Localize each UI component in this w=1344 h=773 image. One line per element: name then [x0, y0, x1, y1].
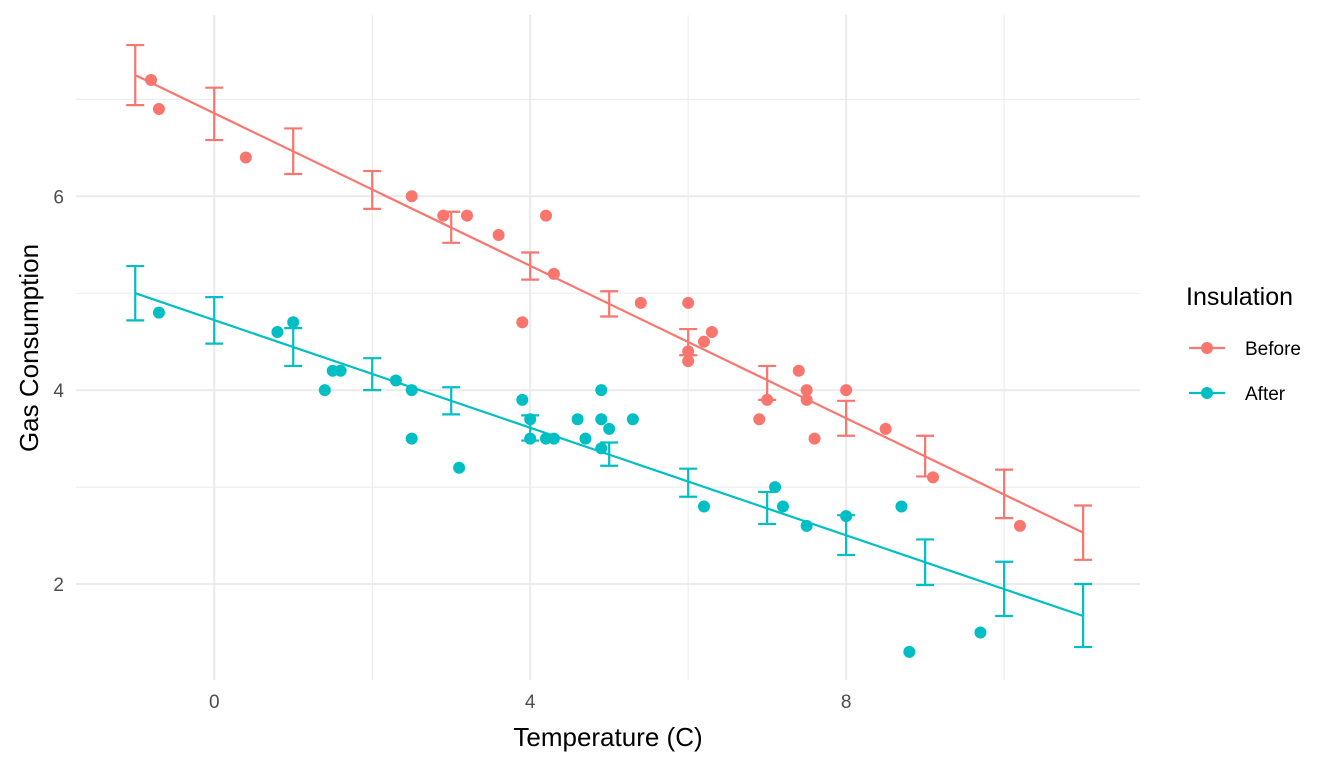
- x-tick-label: 8: [841, 692, 852, 713]
- error-bar: [284, 327, 303, 368]
- data-point: [769, 481, 782, 494]
- data-point: [808, 432, 821, 445]
- plot-marks: [126, 43, 1093, 658]
- data-point: [334, 364, 347, 377]
- error-bar: [205, 295, 224, 345]
- error-bar: [995, 468, 1014, 520]
- data-point: [697, 500, 710, 513]
- error-bar: [442, 210, 461, 244]
- data-point: [595, 384, 608, 397]
- axes: 0 4 8 2 4 6: [53, 187, 851, 713]
- error-bar: [916, 434, 935, 478]
- error-bar: [363, 169, 382, 210]
- error-bar: [442, 386, 461, 416]
- data-point: [539, 209, 552, 222]
- legend-title: Insulation: [1186, 283, 1293, 311]
- data-point: [152, 306, 165, 319]
- data-point: [287, 316, 300, 329]
- error-bar: [758, 364, 777, 401]
- data-point: [405, 432, 418, 445]
- error-bar: [679, 467, 698, 498]
- error-bar: [995, 560, 1014, 618]
- data-point: [595, 413, 608, 426]
- data-point: [974, 626, 987, 639]
- data-point: [626, 413, 639, 426]
- series-after: [126, 264, 1093, 658]
- error-bar: [1074, 582, 1093, 649]
- data-point: [895, 500, 908, 513]
- data-point: [579, 432, 592, 445]
- data-point: [271, 325, 284, 338]
- error-bar: [916, 538, 935, 587]
- data-point: [603, 422, 616, 435]
- data-point: [800, 384, 813, 397]
- data-point: [318, 384, 331, 397]
- data-point: [145, 73, 158, 86]
- error-bar: [1074, 504, 1093, 561]
- x-tick-label: 4: [525, 692, 536, 713]
- legend-label: Before: [1245, 339, 1301, 360]
- data-point: [405, 190, 418, 203]
- error-bar: [600, 290, 619, 318]
- y-axis-label: Gas Consumption: [14, 244, 44, 452]
- data-point: [634, 296, 647, 309]
- data-point: [571, 413, 584, 426]
- data-point: [516, 393, 529, 406]
- y-tick-label: 6: [53, 187, 64, 208]
- x-axis-label: Temperature (C): [513, 722, 702, 752]
- data-point: [516, 316, 529, 329]
- x-tick-label: 0: [209, 692, 220, 713]
- legend-label: After: [1245, 384, 1286, 405]
- data-point: [461, 209, 474, 222]
- data-point: [792, 364, 805, 377]
- y-tick-label: 2: [53, 575, 64, 596]
- error-bar: [521, 251, 540, 281]
- error-bar: [837, 399, 856, 437]
- data-point: [453, 461, 466, 474]
- legend-key-point: [1201, 387, 1213, 399]
- data-point: [239, 151, 252, 164]
- error-bar: [837, 514, 856, 557]
- error-bar: [126, 43, 145, 107]
- error-bar: [363, 357, 382, 392]
- error-bar: [205, 86, 224, 142]
- data-point: [903, 645, 916, 658]
- series-before: [126, 43, 1093, 561]
- data-point: [492, 229, 505, 242]
- data-point: [1013, 519, 1026, 532]
- error-bar: [679, 327, 698, 357]
- data-point: [152, 103, 165, 116]
- error-bar: [284, 127, 303, 176]
- data-point: [840, 384, 853, 397]
- error-bar: [521, 414, 540, 442]
- data-point: [682, 355, 695, 368]
- data-point: [697, 335, 710, 348]
- data-point: [753, 413, 766, 426]
- error-bar: [126, 264, 145, 322]
- legend: Insulation Before After: [1186, 283, 1301, 405]
- data-point: [705, 325, 718, 338]
- legend-key-point: [1201, 342, 1213, 354]
- error-bar: [600, 441, 619, 467]
- y-tick-label: 4: [53, 381, 64, 402]
- error-bar: [758, 490, 777, 526]
- data-point: [682, 296, 695, 309]
- data-point: [879, 422, 892, 435]
- data-point: [776, 500, 789, 513]
